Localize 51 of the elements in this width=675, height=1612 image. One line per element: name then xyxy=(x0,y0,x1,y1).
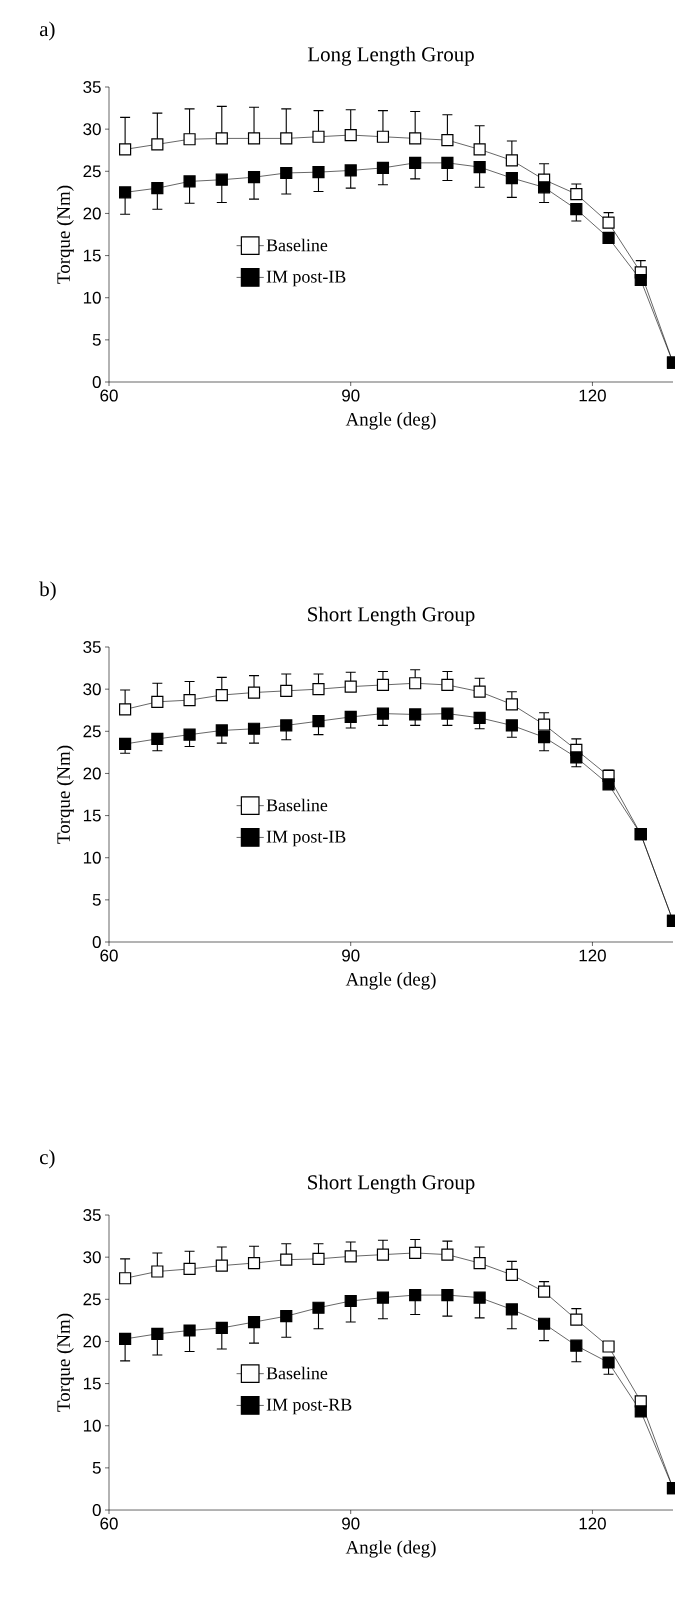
y-tick-label: 15 xyxy=(83,1377,101,1390)
legend-label: Baseline xyxy=(266,238,328,252)
legend-label: IM post-IB xyxy=(266,830,346,847)
x-axis-title: Angle (deg) xyxy=(345,972,436,990)
y-tick-label: 25 xyxy=(83,725,101,738)
y-tick-label: 0 xyxy=(92,1504,101,1517)
x-tick-label: 60 xyxy=(100,1517,118,1530)
x-tick-label: 60 xyxy=(100,949,118,962)
chart-title: Short Length Group xyxy=(308,606,475,626)
text: b) xyxy=(39,581,56,601)
x-tick-label: 120 xyxy=(579,949,606,962)
x-axis-title: Angle (deg) xyxy=(345,1540,436,1558)
x-tick-label: 60 xyxy=(100,389,118,402)
x-tick-label: 90 xyxy=(342,1517,360,1530)
y-tick-label: 10 xyxy=(83,291,101,304)
y-tick-label: 10 xyxy=(83,851,101,864)
y-tick-label: 35 xyxy=(83,1209,101,1222)
text: a) xyxy=(39,21,55,41)
y-tick-label: 20 xyxy=(83,1335,101,1348)
x-tick-label: 120 xyxy=(579,1517,606,1530)
legend-label: IM post-RB xyxy=(266,1398,352,1415)
y-tick-label: 30 xyxy=(83,683,101,696)
legend-label: IM post-IB xyxy=(266,270,346,287)
y-tick-label: 25 xyxy=(83,1293,101,1306)
y-axis-title: Torque (Nm) xyxy=(56,185,74,284)
chart-title: Short Length Group xyxy=(308,1174,475,1194)
y-tick-label: 25 xyxy=(83,165,101,178)
text: c) xyxy=(39,1149,55,1169)
y-axis-title: Torque (Nm) xyxy=(56,745,74,844)
y-tick-label: 5 xyxy=(92,333,101,346)
y-tick-label: 10 xyxy=(83,1419,101,1432)
x-axis-title: Angle (deg) xyxy=(345,412,436,430)
y-tick-label: 35 xyxy=(83,81,101,94)
legend-label: Baseline xyxy=(266,1366,328,1380)
y-tick-label: 20 xyxy=(83,207,101,220)
y-tick-label: 5 xyxy=(92,1461,101,1474)
x-tick-label: 120 xyxy=(579,389,606,402)
y-tick-label: 30 xyxy=(83,1251,101,1264)
y-axis-title: Torque (Nm) xyxy=(56,1313,74,1412)
chart-title: Long Length Group xyxy=(307,46,474,66)
y-tick-label: 0 xyxy=(92,376,101,389)
x-tick-label: 90 xyxy=(342,389,360,402)
y-tick-label: 0 xyxy=(92,936,101,949)
y-tick-label: 5 xyxy=(92,893,101,906)
y-tick-label: 15 xyxy=(83,249,101,262)
y-tick-label: 15 xyxy=(83,809,101,822)
y-tick-label: 30 xyxy=(83,123,101,136)
legend-label: Baseline xyxy=(266,798,328,812)
x-tick-label: 90 xyxy=(342,949,360,962)
y-tick-label: 35 xyxy=(83,641,101,654)
y-tick-label: 20 xyxy=(83,767,101,780)
